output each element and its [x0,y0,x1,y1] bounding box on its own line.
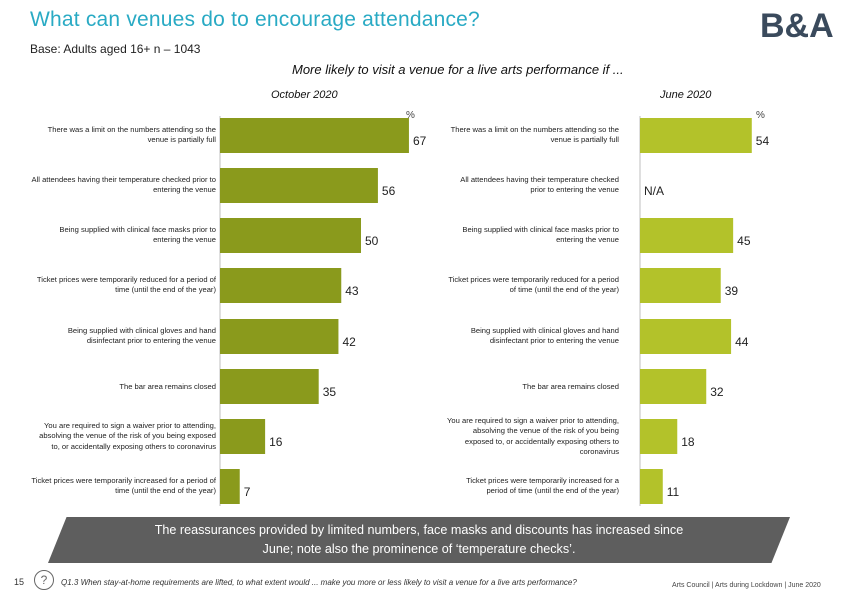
value-label-right-6: 32 [710,385,724,399]
logo: B&A [760,7,834,42]
category-label-left-5: Being supplied with clinical gloves and … [67,326,216,346]
bar-right-7 [640,419,678,454]
chart-left-unit: % [406,110,415,121]
value-label-left-4: 43 [345,284,359,298]
category-label-left-8: Ticket prices were temporarily increased… [31,476,216,496]
value-label-right-7: 18 [681,435,695,449]
bar-right-5 [640,319,732,354]
chart-right-subtitle: June 2020 [660,89,712,101]
bar-left-1 [220,118,409,153]
chart-title: More likely to visit a venue for a live … [292,62,624,77]
question-icon: ? [34,570,54,590]
value-label-right-2: N/A [644,184,665,198]
question-text: Q1.3 When stay-at-home requirements are … [61,578,577,587]
category-label-left-2: All attendees having their temperature c… [31,175,216,195]
base-note: Base: Adults aged 16+ n – 1043 [30,42,201,56]
bar-left-6 [220,369,319,404]
value-label-left-6: 35 [322,385,337,399]
category-label-right-6: The bar area remains closed [522,381,619,391]
chart-left-subtitle: October 2020 [271,89,338,101]
bar-left-4 [220,268,342,303]
category-label-right-5: Being supplied with clinical gloves and … [470,326,619,346]
value-label-left-1: 67 [412,134,427,148]
bar-left-2 [220,168,378,203]
category-label-right-3: Being supplied with clinical face masks … [462,225,619,245]
category-label-right-4: Ticket prices were temporarily reduced f… [448,275,619,295]
category-label-right-2: All attendees having their temperature c… [460,175,619,195]
bar-right-4 [640,268,721,303]
category-label-right-8: Ticket prices were temporarily increased… [466,476,619,496]
page-number: 15 [14,577,25,587]
value-label-right-5: 44 [735,335,749,349]
value-label-left-3: 50 [365,234,379,248]
category-label-left-4: Ticket prices were temporarily reduced f… [36,275,216,295]
bar-right-3 [640,218,734,253]
bar-left-8 [220,469,240,504]
summary-banner: The reassurances provided by limited num… [48,517,790,563]
bar-right-6 [640,369,707,404]
bar-right-8 [640,469,663,504]
category-label-right-7: You are required to sign a waiver prior … [447,416,619,456]
category-label-left-1: There was a limit on the numbers attendi… [47,125,216,145]
value-label-right-3: 45 [737,234,751,248]
bar-right-1 [640,118,752,153]
value-label-left-7: 16 [269,435,283,449]
source-note: Arts Council | Arts during Lockdown | Ju… [672,582,821,589]
value-label-right-8: 11 [666,485,680,499]
category-label-right-1: There was a limit on the numbers attendi… [450,125,619,145]
bar-left-5 [220,319,339,354]
chart-right-unit: % [756,110,765,121]
category-label-left-6: The bar area remains closed [119,381,216,391]
value-label-right-4: 39 [724,284,739,298]
page-title: What can venues do to encourage attendan… [30,8,480,31]
summary-line-1: The reassurances provided by limited num… [154,523,684,537]
value-label-right-1: 54 [755,134,770,148]
category-label-left-3: Being supplied with clinical face masks … [59,225,216,245]
summary-line-2: June; note also the prominence of ‘tempe… [262,542,576,556]
logo-text: B&A [760,7,834,42]
bar-left-7 [220,419,266,454]
value-label-left-5: 42 [342,335,356,349]
category-label-left-7: You are required to sign a waiver prior … [39,421,216,451]
bar-left-3 [220,218,361,253]
value-label-left-2: 56 [381,184,396,198]
value-label-left-8: 7 [243,485,251,499]
